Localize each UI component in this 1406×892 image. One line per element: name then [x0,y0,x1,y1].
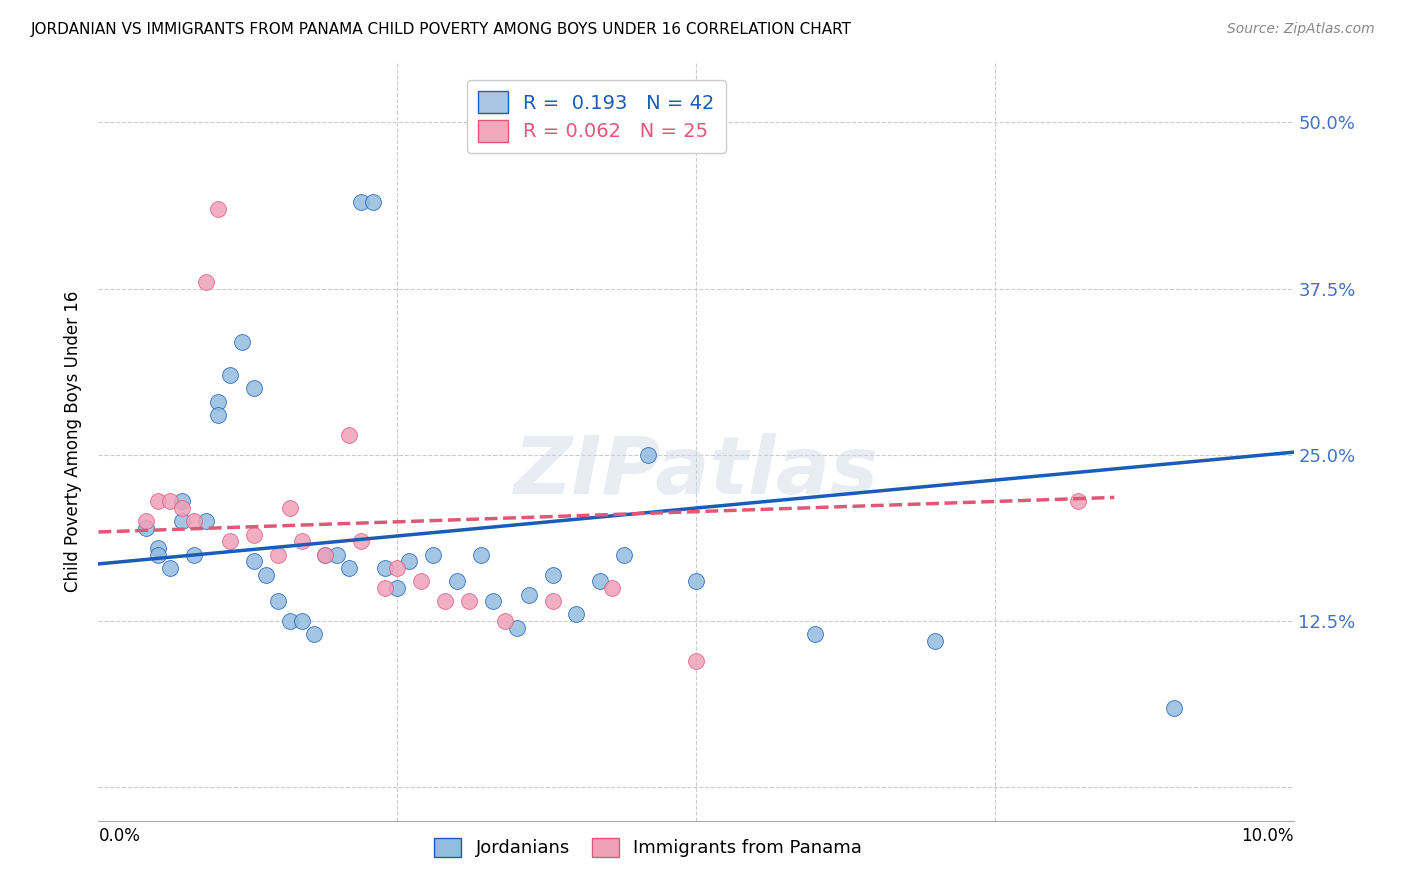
Point [231,334,253,349]
Text: JORDANIAN VS IMMIGRANTS FROM PANAMA CHILD POVERTY AMONG BOYS UNDER 16 CORRELATIO: JORDANIAN VS IMMIGRANTS FROM PANAMA CHIL… [31,22,852,37]
Point [291,534,314,549]
Point [243,527,266,541]
Point [172,501,194,516]
Point [243,554,266,568]
Point [446,574,468,589]
Point [207,408,229,422]
Point [254,567,277,582]
Point [148,548,170,562]
Point [482,594,505,608]
Y-axis label: Child Poverty Among Boys Under 16: Child Poverty Among Boys Under 16 [63,291,82,592]
Point [267,594,290,608]
Point [589,574,612,589]
Point [434,594,457,608]
Point [685,574,707,589]
Point [278,501,301,516]
Point [183,548,205,562]
Point [148,494,170,508]
Point [804,627,827,641]
Point [385,581,409,595]
Point [541,567,564,582]
Point [172,514,194,528]
Point [159,494,181,508]
Legend: Jordanians, Immigrants from Panama: Jordanians, Immigrants from Panama [427,830,869,864]
Point [172,494,194,508]
Point [195,275,218,289]
Point [195,514,218,528]
Point [243,381,266,395]
Point [374,581,396,595]
Text: 0.0%: 0.0% [98,827,141,846]
Point [541,594,564,608]
Point [385,561,409,575]
Point [339,561,361,575]
Point [207,202,229,216]
Point [326,548,349,562]
Point [339,428,361,442]
Point [565,607,588,622]
Point [278,614,301,628]
Point [207,394,229,409]
Point [494,614,516,628]
Point [267,548,290,562]
Point [637,448,659,462]
Point [159,561,181,575]
Point [1163,700,1185,714]
Point [350,195,373,210]
Point [602,581,624,595]
Point [135,521,157,535]
Point [363,195,385,210]
Point [458,594,481,608]
Point [613,548,636,562]
Point [315,548,337,562]
Point [685,654,707,668]
Point [398,554,420,568]
Point [291,614,314,628]
Point [470,548,492,562]
Point [148,541,170,555]
Point [411,574,433,589]
Point [506,621,529,635]
Text: Source: ZipAtlas.com: Source: ZipAtlas.com [1227,22,1375,37]
Point [183,514,205,528]
Text: 10.0%: 10.0% [1241,827,1294,846]
Point [924,634,946,648]
Point [219,534,242,549]
Point [350,534,373,549]
Point [422,548,444,562]
Point [302,627,325,641]
Text: ZIPatlas: ZIPatlas [513,433,879,511]
Point [374,561,396,575]
Point [135,514,157,528]
Point [219,368,242,382]
Point [315,548,337,562]
Point [517,587,540,601]
Point [1067,494,1090,508]
